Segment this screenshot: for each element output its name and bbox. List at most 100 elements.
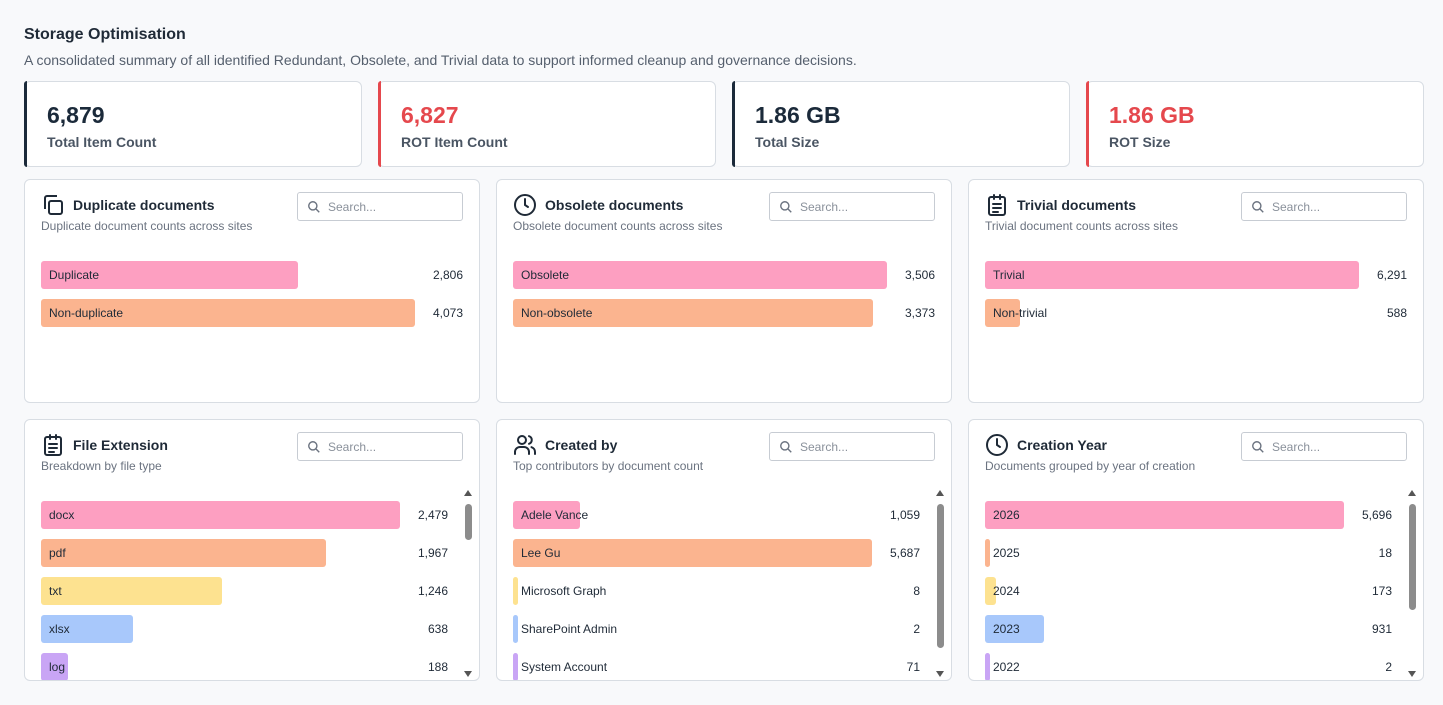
bar-value: 8 [913,584,920,598]
scroll-down-arrow-icon[interactable] [464,671,472,677]
scrollbar-thumb[interactable] [1409,504,1416,610]
search-box [1241,432,1407,461]
bar-label: System Account [521,660,608,674]
scroll-up-arrow-icon[interactable] [936,490,944,496]
kpi-accent-bar [1086,81,1089,167]
kpi-value: 1.86 GB [1109,102,1195,128]
bar-value: 173 [1371,584,1392,598]
search-box [769,192,935,221]
bar-value: 638 [427,622,448,636]
created-by-card: Created by Top contributors by document … [496,419,952,681]
bar-fill [985,299,1020,327]
kpi-label: ROT Item Count [401,134,508,150]
bar-fill [513,299,873,327]
bar-fill [985,539,990,567]
search-icon [1252,441,1264,453]
duplicate-documents-card: Duplicate documents Duplicate document c… [24,179,480,403]
kpi-accent-bar [732,81,735,167]
kpi-total-size: 1.86 GB Total Size [732,81,1070,167]
card-subtitle: Top contributors by document count [513,459,704,473]
bar-label: Lee Gu [521,546,561,560]
search-input[interactable] [800,197,928,216]
scrollbar[interactable] [936,490,945,677]
bar-value: 1,059 [889,508,920,522]
search-input[interactable] [800,437,928,456]
clock-icon [985,433,1009,457]
search-input[interactable] [328,437,456,456]
bar-value: 3,373 [904,306,935,320]
bar-value: 2 [1385,660,1392,674]
obsolete-documents-card: Obsolete documents Obsolete document cou… [496,179,952,403]
bar-label: 2022 [993,660,1020,674]
bar-value: 188 [427,660,448,674]
kpi-value: 1.86 GB [755,102,841,128]
scroll-down-arrow-icon[interactable] [1408,671,1416,677]
bar-fill [985,261,1359,289]
bar-fill [41,653,69,680]
search-icon [780,201,792,213]
card-title: File Extension [73,437,168,453]
bar-fill [41,539,326,567]
search-input[interactable] [1272,437,1400,456]
scrollbar-thumb[interactable] [465,504,472,540]
bar-label: SharePoint Admin [521,622,618,636]
clipboard-icon [985,193,1009,217]
bar-fill [513,615,518,643]
card-title: Created by [545,437,618,453]
bar-label: 2024 [993,584,1020,598]
scroll-up-arrow-icon[interactable] [1408,490,1416,496]
card-title: Obsolete documents [545,197,684,213]
search-box [297,432,463,461]
card-title: Duplicate documents [73,197,215,213]
bar-value: 2 [913,622,920,636]
bar-value: 2,806 [432,268,463,282]
search-input[interactable] [328,197,456,216]
bar-value: 5,687 [889,546,920,560]
bar-value: 1,967 [417,546,448,560]
kpi-rot-item-count: 6,827 ROT Item Count [378,81,716,167]
kpi-total-item-count: 6,879 Total Item Count [24,81,362,167]
search-icon [308,441,320,453]
bar-value: 588 [1386,306,1407,320]
kpi-label: Total Item Count [47,134,157,150]
bar-fill [41,577,222,605]
bar-value: 71 [906,660,920,674]
scrollbar[interactable] [1408,490,1417,677]
bar-label: log [49,660,66,674]
trivial-documents-card: Trivial documents Trivial document count… [968,179,1424,403]
bar-value: 5,696 [1361,508,1392,522]
bar-label: Non-duplicate [49,306,124,320]
bar-fill [985,653,990,680]
scroll-up-arrow-icon[interactable] [464,490,472,496]
page-subtitle: A consolidated summary of all identified… [24,52,857,68]
users-icon [513,433,537,457]
search-input[interactable] [1272,197,1400,216]
bar-fill [513,261,887,289]
scroll-down-arrow-icon[interactable] [936,671,944,677]
bar-fill [513,501,580,529]
bar-value: 2,479 [417,508,448,522]
bar-label: txt [49,584,62,598]
bar-label: Adele Vance [521,508,589,522]
bar-label: 2026 [993,508,1020,522]
card-subtitle: Duplicate document counts across sites [41,219,253,233]
bar-value: 3,506 [904,268,935,282]
scrollbar[interactable] [464,490,473,677]
bar-value: 4,073 [432,306,463,320]
bar-fill [513,577,518,605]
bar-label: Trivial [993,268,1025,282]
card-subtitle: Documents grouped by year of creation [985,459,1196,473]
kpi-value: 6,827 [401,102,459,128]
bar-label: Duplicate [49,268,100,282]
bar-value: 18 [1378,546,1392,560]
bar-fill [513,539,872,567]
bar-fill [41,261,299,289]
bar-fill [985,615,1044,643]
clock-icon [513,193,537,217]
bar-fill [41,615,134,643]
creation-year-card: Creation Year Documents grouped by year … [968,419,1424,681]
file-extension-card: File Extension Breakdown by file type do… [24,419,480,681]
scrollbar-thumb[interactable] [937,504,944,648]
kpi-accent-bar [378,81,381,167]
bar-label: xlsx [49,622,70,636]
